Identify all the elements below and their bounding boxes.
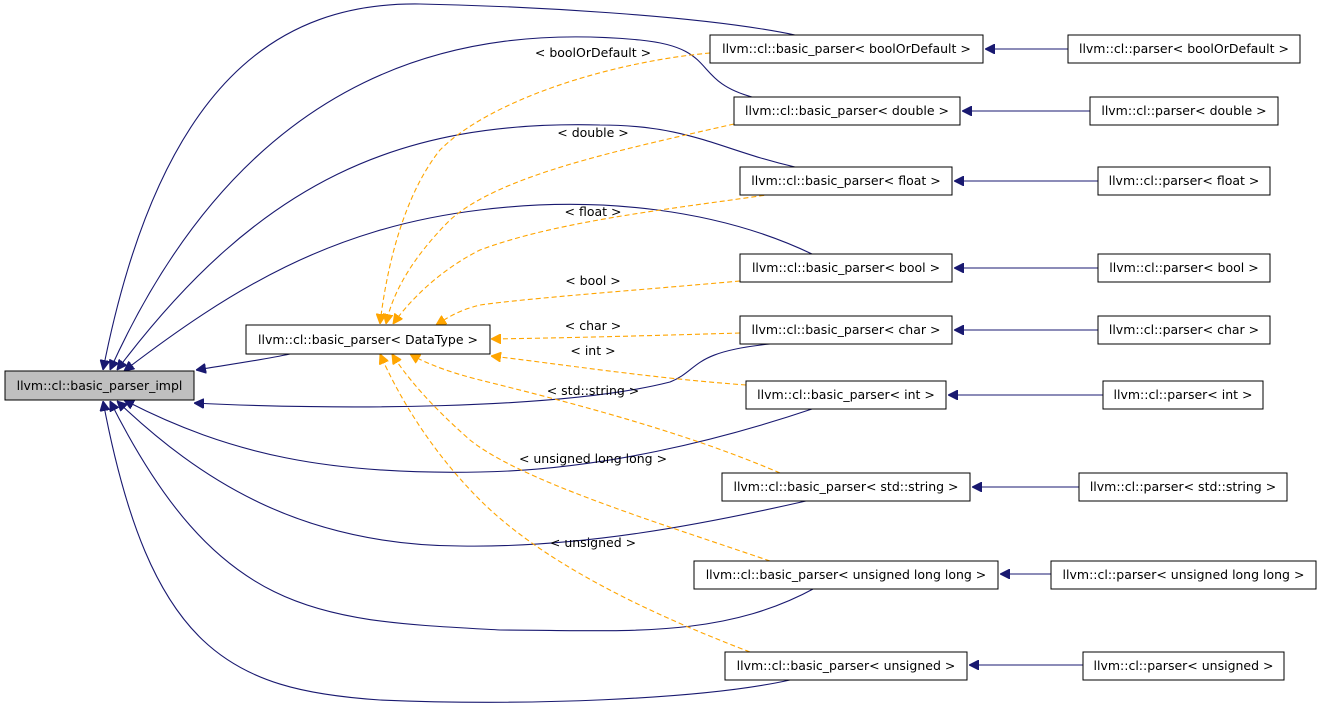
edge-label-unsigned: < unsigned > xyxy=(550,535,636,550)
node-bp-bool[interactable]: llvm::cl::basic_parser< bool > xyxy=(739,253,953,283)
node-bp-float[interactable]: llvm::cl::basic_parser< float > xyxy=(739,166,953,196)
node-p-char-label: llvm::cl::parser< char > xyxy=(1109,322,1259,337)
node-basic-parser-datatype[interactable]: llvm::cl::basic_parser< DataType > xyxy=(245,324,491,355)
edge-template-float xyxy=(393,192,781,324)
edge-template-boolOrDefault xyxy=(380,52,711,324)
node-p-string-label: llvm::cl::parser< std::string > xyxy=(1090,479,1276,494)
node-basic-parser-datatype-label: llvm::cl::basic_parser< DataType > xyxy=(258,332,478,347)
node-bp-boolOrDefault-label: llvm::cl::basic_parser< boolOrDefault > xyxy=(722,41,971,56)
node-bp-boolOrDefault[interactable]: llvm::cl::basic_parser< boolOrDefault > xyxy=(709,34,984,64)
node-bp-bool-label: llvm::cl::basic_parser< bool > xyxy=(752,260,940,275)
edge-bp-string-to-root xyxy=(117,401,807,547)
edge-label-ull: < unsigned long long > xyxy=(519,451,667,466)
node-basic-parser-impl-label: llvm::cl::basic_parser_impl xyxy=(17,378,183,393)
edge-bp-ull-to-root xyxy=(110,401,816,632)
node-p-char[interactable]: llvm::cl::parser< char > xyxy=(1097,315,1271,345)
edge-template-unsigned xyxy=(380,354,751,653)
nodes-group: llvm::cl::basic_parser_impl llvm::cl::ba… xyxy=(4,34,1317,681)
edge-template-char xyxy=(491,332,741,339)
edge-label-string: < std::string > xyxy=(547,383,640,398)
edge-bp-boolOrDefault-to-root xyxy=(103,3,796,370)
node-p-int-label: llvm::cl::parser< int > xyxy=(1114,387,1253,402)
node-bp-ull[interactable]: llvm::cl::basic_parser< unsigned long lo… xyxy=(693,560,999,590)
node-p-float-label: llvm::cl::parser< float > xyxy=(1109,173,1260,188)
edge-template-bool xyxy=(436,280,741,325)
edge-label-int: < int > xyxy=(570,343,615,358)
node-bp-string[interactable]: llvm::cl::basic_parser< std::string > xyxy=(721,472,971,502)
node-p-double[interactable]: llvm::cl::parser< double > xyxy=(1089,96,1279,126)
edge-label-bool: < bool > xyxy=(565,273,621,288)
node-bp-char[interactable]: llvm::cl::basic_parser< char > xyxy=(739,315,953,345)
node-p-boolOrDefault-label: llvm::cl::parser< boolOrDefault > xyxy=(1079,41,1289,56)
node-p-ull[interactable]: llvm::cl::parser< unsigned long long > xyxy=(1050,560,1317,590)
node-bp-ull-label: llvm::cl::basic_parser< unsigned long lo… xyxy=(706,567,987,582)
node-p-int[interactable]: llvm::cl::parser< int > xyxy=(1102,380,1264,410)
node-p-double-label: llvm::cl::parser< double > xyxy=(1101,103,1266,118)
node-bp-float-label: llvm::cl::basic_parser< float > xyxy=(751,173,940,188)
edge-template-double xyxy=(386,123,735,324)
edge-bp-double-to-root xyxy=(110,36,753,370)
edge-template-int xyxy=(491,356,747,386)
edge-label-float: < float > xyxy=(565,204,622,219)
edges-group xyxy=(103,3,1103,703)
node-bp-int-label: llvm::cl::basic_parser< int > xyxy=(757,387,935,402)
edge-bp-unsigned-to-root xyxy=(103,401,791,703)
node-bp-double-label: llvm::cl::basic_parser< double > xyxy=(745,103,949,118)
node-bp-int[interactable]: llvm::cl::basic_parser< int > xyxy=(745,380,947,410)
node-p-unsigned-label: llvm::cl::parser< unsigned > xyxy=(1094,658,1274,673)
node-p-bool-label: llvm::cl::parser< bool > xyxy=(1109,260,1258,275)
node-p-ull-label: llvm::cl::parser< unsigned long long > xyxy=(1063,567,1305,582)
node-bp-string-label: llvm::cl::basic_parser< std::string > xyxy=(733,479,958,494)
node-p-string[interactable]: llvm::cl::parser< std::string > xyxy=(1078,472,1288,502)
node-bp-unsigned[interactable]: llvm::cl::basic_parser< unsigned > xyxy=(724,651,968,681)
node-bp-double[interactable]: llvm::cl::basic_parser< double > xyxy=(733,96,961,126)
edge-template-to-root xyxy=(196,353,291,370)
edge-bp-char-to-root xyxy=(194,343,771,407)
edge-label-char: < char > xyxy=(565,318,622,333)
node-p-boolOrDefault[interactable]: llvm::cl::parser< boolOrDefault > xyxy=(1067,34,1301,64)
node-bp-char-label: llvm::cl::basic_parser< char > xyxy=(752,322,941,337)
edge-labels-group: < boolOrDefault > < double > < float > <… xyxy=(519,45,667,550)
edge-label-double: < double > xyxy=(557,125,629,140)
edge-bp-bool-to-root xyxy=(124,203,813,371)
node-p-float[interactable]: llvm::cl::parser< float > xyxy=(1097,166,1271,196)
node-bp-unsigned-label: llvm::cl::basic_parser< unsigned > xyxy=(737,658,956,673)
edge-template-ull xyxy=(392,354,771,562)
node-basic-parser-impl[interactable]: llvm::cl::basic_parser_impl xyxy=(4,370,195,401)
edge-bp-float-to-root xyxy=(117,124,796,370)
edge-label-boolOrDefault: < boolOrDefault > xyxy=(535,45,651,60)
node-p-unsigned[interactable]: llvm::cl::parser< unsigned > xyxy=(1082,651,1285,681)
edge-bp-int-to-root xyxy=(124,400,813,473)
node-p-bool[interactable]: llvm::cl::parser< bool > xyxy=(1097,253,1271,283)
